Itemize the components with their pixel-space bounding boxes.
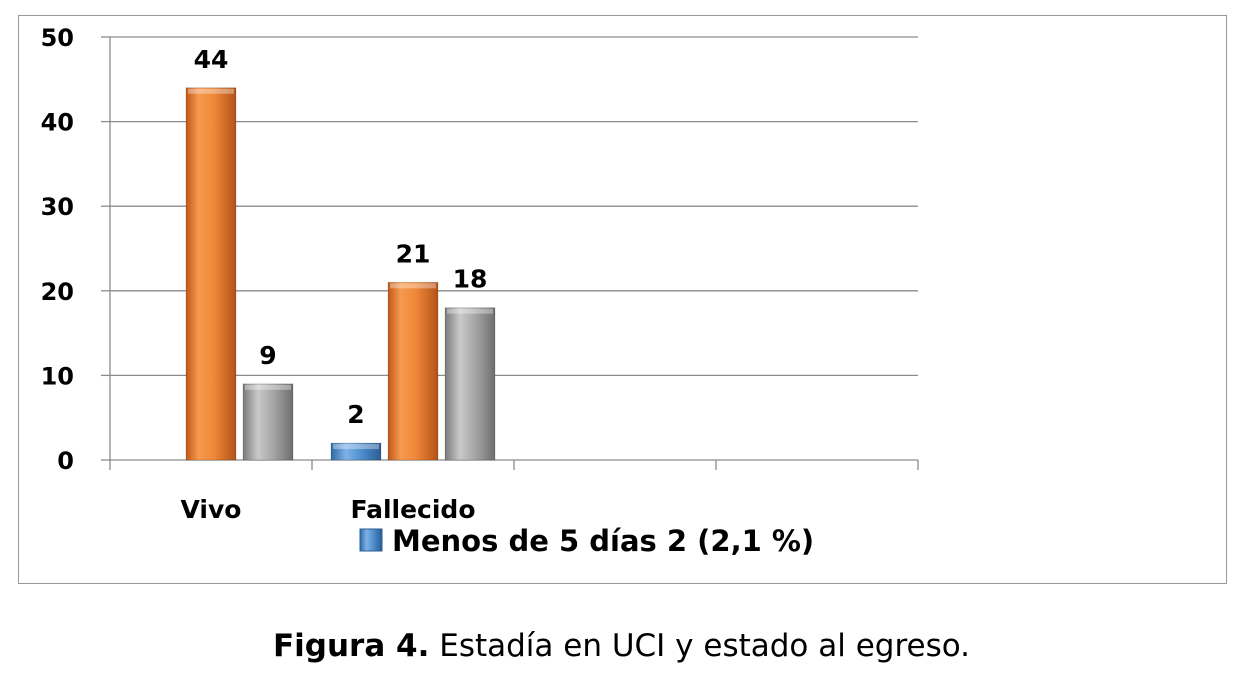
- y-tick-label: 10: [41, 362, 74, 390]
- legend-swatch: [359, 528, 383, 552]
- y-tick-label: 50: [41, 24, 74, 52]
- figure-caption: Figura 4. Estadía en UCI y estado al egr…: [0, 628, 1243, 664]
- bar: [185, 87, 237, 461]
- data-label: 9: [259, 341, 276, 370]
- bar-bevel: [333, 444, 379, 450]
- y-tick-label: 40: [41, 109, 74, 137]
- labels: 0 10 20 30 40 50 Vivo Fallecido 2 44 21 9 18: [41, 24, 488, 524]
- y-tick-label: 0: [57, 447, 74, 475]
- x-category-label: Fallecido: [350, 495, 475, 524]
- bar-bevel: [188, 88, 234, 94]
- data-label: 44: [194, 45, 229, 74]
- bar-bevel: [390, 283, 436, 289]
- bar: [444, 307, 496, 461]
- x-category-label: Vivo: [181, 495, 242, 524]
- bar: [387, 281, 439, 461]
- bar: [330, 442, 382, 461]
- data-label: 18: [453, 265, 488, 294]
- data-label: 21: [396, 239, 431, 268]
- y-tick-label: 20: [41, 278, 74, 306]
- legend: Menos de 5 días 2 (2,1 %): [359, 524, 814, 558]
- caption-text: Estadía en UCI y estado al egreso.: [429, 628, 971, 664]
- legend-label: Menos de 5 días 2 (2,1 %): [392, 524, 814, 558]
- bar: [242, 383, 294, 461]
- gridlines: [110, 36, 918, 377]
- caption-prefix: Figura 4.: [272, 628, 430, 664]
- bar-bevel: [447, 308, 493, 314]
- bars: [185, 87, 496, 461]
- data-label: 2: [347, 400, 364, 429]
- bar-chart: 0 10 20 30 40 50 Vivo Fallecido 2 44 21 9 18 Menos d…: [41, 24, 919, 558]
- bar-bevel: [245, 384, 291, 390]
- y-tick-label: 30: [41, 193, 74, 221]
